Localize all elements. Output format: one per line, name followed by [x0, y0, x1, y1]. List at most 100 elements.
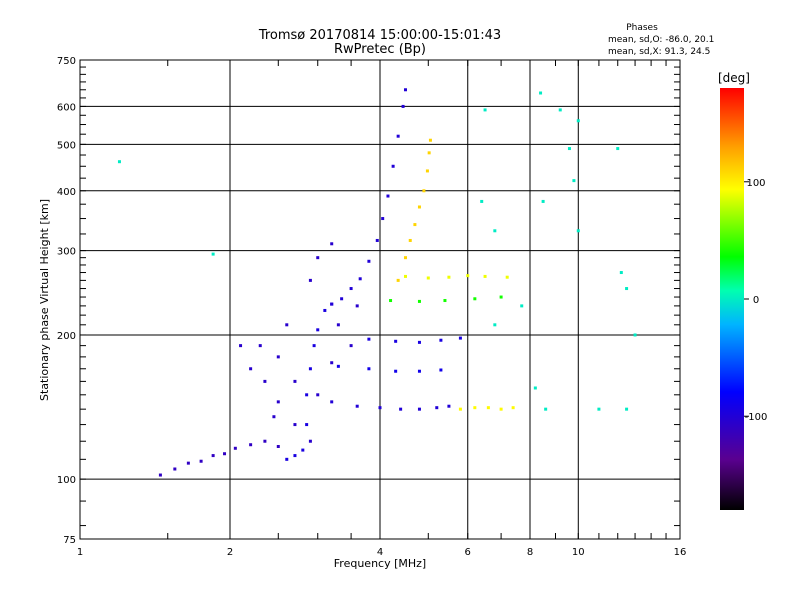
data-point	[394, 369, 398, 373]
trace	[336, 364, 443, 373]
data-point	[330, 400, 334, 404]
data-point	[403, 88, 407, 92]
data-point	[425, 169, 429, 173]
data-point	[576, 119, 580, 123]
data-point	[391, 164, 395, 168]
stats-x-mode: mean, sd,X: 91.3, 24.5	[608, 47, 710, 57]
data-point	[349, 287, 353, 291]
data-point	[389, 299, 393, 303]
data-point	[367, 367, 371, 371]
stats-heading: Phases	[626, 23, 658, 33]
data-point	[386, 194, 390, 198]
data-point	[499, 295, 503, 299]
trace	[458, 406, 515, 411]
data-point	[381, 217, 385, 221]
x-tick-label: 4	[377, 547, 383, 558]
trace	[389, 295, 503, 303]
x-axis-label: Frequency [MHz]	[334, 557, 426, 570]
data-point	[276, 355, 280, 359]
data-point	[316, 328, 320, 332]
data-point	[511, 406, 515, 410]
data-point	[403, 274, 407, 278]
data-point	[417, 299, 421, 303]
data-point	[330, 302, 334, 306]
data-point	[439, 338, 443, 342]
data-point	[308, 367, 312, 371]
data-point	[249, 367, 253, 371]
trace	[330, 88, 407, 306]
x-tick-label: 1	[77, 547, 83, 558]
data-point	[567, 147, 571, 151]
data-point	[533, 386, 537, 390]
trace	[403, 274, 509, 280]
data-point	[316, 256, 320, 260]
grid-lines	[80, 60, 680, 539]
y-tick-label: 200	[57, 331, 76, 342]
data-point	[239, 344, 243, 348]
data-point	[439, 368, 443, 372]
data-point	[355, 404, 359, 408]
data-point	[375, 238, 379, 242]
data-point	[340, 297, 344, 301]
data-point	[413, 223, 417, 227]
data-point	[541, 199, 545, 203]
data-points	[117, 88, 637, 477]
y-tick-label: 600	[57, 102, 76, 113]
data-point	[403, 256, 407, 260]
data-point	[417, 369, 421, 373]
x-tick-label: 6	[465, 547, 471, 558]
data-point	[426, 276, 430, 280]
data-point	[458, 336, 462, 340]
data-point	[597, 407, 601, 411]
data-point	[396, 278, 400, 282]
data-point	[396, 134, 400, 138]
data-point	[447, 404, 451, 408]
data-point	[539, 91, 543, 95]
data-point	[249, 443, 253, 447]
data-point	[293, 379, 297, 383]
data-point	[378, 406, 382, 410]
x-tick-label: 16	[674, 547, 687, 558]
data-point	[625, 287, 629, 291]
data-point	[305, 393, 309, 397]
plot-frame	[79, 59, 681, 540]
data-point	[336, 364, 340, 368]
data-point	[367, 259, 371, 263]
data-point	[285, 457, 289, 461]
data-point	[505, 275, 509, 279]
data-point	[223, 452, 227, 456]
data-point	[520, 304, 524, 308]
colorbar-ticks: 100 0 -100	[744, 178, 767, 423]
data-point	[466, 274, 470, 278]
data-point	[473, 406, 477, 410]
colorbar-tick-label: 0	[753, 295, 759, 306]
data-point	[443, 299, 447, 303]
x-tick-label: 2	[227, 547, 233, 558]
data-point	[394, 339, 398, 343]
data-point	[558, 108, 562, 112]
data-point	[499, 407, 503, 411]
y-tick-label: 300	[57, 247, 76, 258]
data-point	[211, 454, 215, 458]
data-point	[305, 423, 309, 427]
data-point	[427, 151, 431, 155]
data-point	[349, 344, 353, 348]
data-point	[576, 229, 580, 233]
data-point	[473, 297, 477, 301]
data-point	[483, 108, 487, 112]
y-tick-label: 100	[57, 475, 76, 486]
colorbar-tick-label: 100	[746, 178, 765, 189]
trace	[117, 91, 637, 411]
trace	[330, 400, 451, 411]
data-point	[399, 407, 403, 411]
y-tick-label: 75	[63, 535, 76, 546]
data-point	[417, 205, 421, 209]
data-point	[493, 229, 497, 233]
x-tick-labels: 1 2 4 6 8 10 16	[77, 547, 687, 558]
data-point	[293, 423, 297, 427]
data-point	[272, 415, 276, 419]
data-point	[233, 446, 237, 450]
trace	[158, 439, 280, 477]
